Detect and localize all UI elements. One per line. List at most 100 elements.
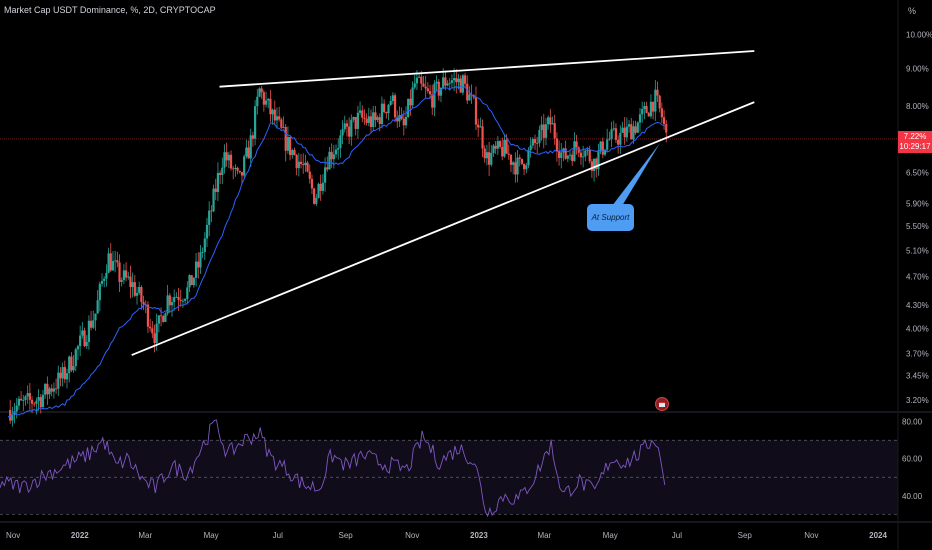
candle-body: [391, 95, 394, 102]
time-tick-label: Nov: [6, 531, 20, 540]
candle: [297, 152, 300, 177]
candle: [610, 121, 613, 147]
candle-body: [210, 210, 213, 212]
candle: [525, 162, 528, 174]
candle: [658, 94, 661, 113]
rsi-tick-label: 40.00: [902, 492, 923, 501]
candle-body: [153, 333, 156, 343]
candle-body: [501, 146, 504, 157]
candle-body: [173, 297, 176, 302]
candle-body: [223, 152, 226, 168]
candle-body: [396, 117, 399, 122]
trendline-layer: [131, 50, 755, 356]
candle-body: [606, 139, 609, 150]
price-tick-label: 8.00%: [906, 102, 929, 111]
candle: [26, 385, 29, 404]
candle-body: [323, 167, 327, 183]
candle: [529, 137, 532, 158]
candle: [114, 250, 117, 273]
candle-body: [557, 150, 561, 159]
candle: [173, 289, 176, 311]
candle-body: [630, 124, 633, 140]
price-tick-label: 3.45%: [906, 372, 929, 381]
candle: [9, 399, 12, 424]
candle: [166, 284, 169, 316]
candle-body: [656, 89, 659, 96]
candle-body: [393, 95, 397, 118]
candle: [41, 390, 45, 410]
candle: [601, 137, 604, 159]
candle-body: [571, 154, 574, 162]
candle: [531, 137, 534, 149]
symbol-title[interactable]: Market Cap USDT Dominance, %, 2D, CRYPTO…: [4, 5, 216, 15]
candle: [192, 276, 195, 288]
callout-pointer-layer: [612, 143, 660, 206]
us-flag-icon[interactable]: [655, 397, 669, 411]
candle: [431, 84, 434, 116]
candle-body: [525, 165, 528, 170]
candle-body: [267, 98, 270, 101]
axis-unit-label: %: [907, 6, 916, 16]
candle: [275, 107, 279, 129]
candle-body: [361, 110, 364, 118]
candle-body: [151, 328, 154, 334]
at-support-callout[interactable]: At Support: [587, 204, 634, 231]
candle: [315, 194, 318, 207]
candle: [477, 118, 480, 137]
candle: [79, 325, 82, 357]
candle: [391, 92, 394, 105]
candle: [50, 384, 53, 397]
candle: [352, 116, 355, 123]
candle: [135, 286, 139, 305]
candle: [444, 70, 447, 91]
candle: [280, 117, 283, 130]
candle: [507, 144, 510, 160]
candle: [295, 153, 298, 176]
candle-body: [131, 282, 134, 288]
candle: [404, 106, 408, 129]
candle: [17, 396, 21, 410]
candle-body: [407, 98, 410, 117]
candle-body: [41, 394, 45, 408]
time-tick-label: May: [603, 531, 618, 540]
candle: [389, 95, 392, 106]
candle-body: [105, 272, 108, 279]
candle-body: [140, 286, 143, 303]
candle-body: [632, 126, 635, 140]
candle-body: [317, 183, 320, 198]
candle: [175, 292, 178, 298]
candle: [520, 158, 524, 166]
candle-body: [547, 117, 550, 125]
candle-body: [194, 261, 198, 278]
candle: [116, 251, 119, 268]
candle-body: [402, 118, 405, 126]
candle-body: [658, 95, 661, 109]
candle: [448, 77, 451, 91]
candle-body: [26, 393, 29, 397]
candle-body: [411, 87, 414, 106]
candle-body: [595, 158, 598, 170]
candle-body: [214, 188, 217, 193]
candle: [33, 401, 36, 408]
candle-body: [135, 292, 139, 296]
candle-body: [299, 161, 303, 165]
candle-body: [560, 152, 563, 159]
candle: [387, 103, 390, 121]
candle-body: [374, 112, 377, 120]
candle: [612, 120, 615, 131]
candle-body: [387, 104, 390, 114]
candle: [103, 276, 106, 288]
candle-body: [494, 145, 497, 149]
candle: [536, 136, 539, 154]
candle-body: [612, 128, 615, 130]
candle-body: [627, 124, 631, 127]
candle-body: [197, 261, 200, 268]
candle-body: [227, 154, 230, 161]
candle: [584, 148, 587, 162]
candle: [372, 106, 375, 131]
time-tick-label: 2024: [869, 531, 887, 540]
candle: [630, 117, 633, 140]
time-tick-label: 2022: [71, 531, 89, 540]
candle: [660, 102, 663, 124]
candle-body: [81, 330, 84, 336]
